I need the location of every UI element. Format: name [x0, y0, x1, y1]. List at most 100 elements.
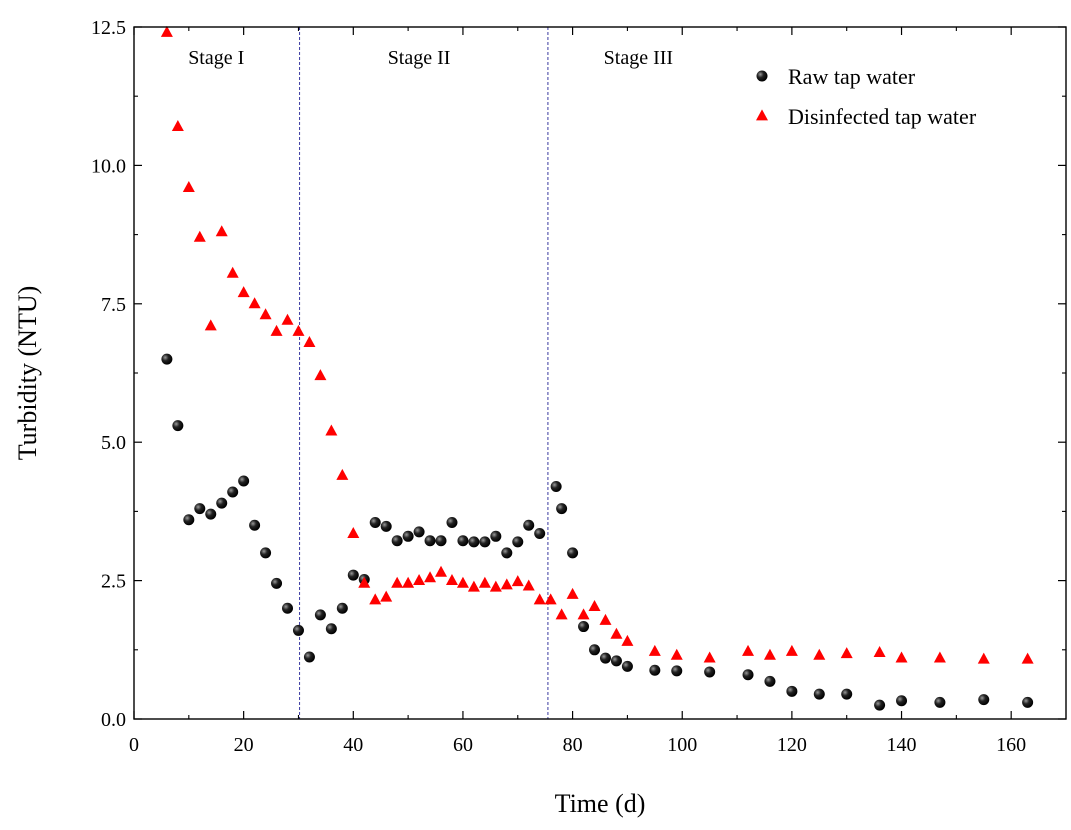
legend-label: Disinfected tap water: [788, 104, 977, 129]
raw-point: [292, 624, 304, 636]
raw-point: [238, 475, 250, 487]
disinfected-point: [895, 651, 908, 663]
raw-point: [314, 609, 326, 621]
raw-point: [303, 651, 315, 663]
raw-point: [413, 526, 425, 538]
legend-triangle-marker: [756, 109, 768, 121]
raw-point: [556, 503, 568, 515]
disinfected-point: [182, 180, 195, 192]
stage-labels: Stage I Stage II Stage III: [188, 47, 673, 69]
raw-point: [599, 652, 611, 664]
disinfected-point: [160, 25, 173, 37]
legend: Raw tap water Disinfected tap water: [756, 64, 977, 129]
raw-point: [446, 516, 458, 528]
x-tick-label: 140: [887, 734, 917, 756]
raw-point: [978, 694, 990, 706]
raw-point: [610, 655, 622, 667]
disinfected-point: [325, 424, 338, 436]
disinfected-point: [445, 574, 458, 585]
disinfected-point: [248, 297, 261, 309]
raw-point: [567, 547, 579, 559]
disinfected-point: [599, 613, 612, 625]
disinfected-point: [204, 319, 217, 331]
disinfected-point: [621, 634, 634, 646]
disinfected-point: [237, 286, 250, 298]
disinfected-point: [402, 576, 415, 588]
disinfected-point: [215, 225, 228, 237]
disinfected-point: [577, 608, 590, 620]
x-tick-label: 40: [343, 734, 363, 756]
disinfected-point: [435, 565, 448, 577]
x-tick-label: 60: [453, 734, 473, 756]
y-tick-label: 10.0: [91, 155, 126, 177]
legend-label: Raw tap water: [788, 64, 916, 89]
disinfected-point: [840, 647, 853, 659]
disinfected-point: [555, 608, 568, 620]
raw-point: [490, 530, 502, 542]
disinfected-point: [610, 627, 623, 639]
disinfected-point: [358, 576, 371, 588]
stage-label: Stage II: [388, 47, 451, 69]
raw-point: [402, 530, 414, 542]
disinfected-point: [763, 648, 776, 660]
raw-point: [534, 528, 546, 540]
x-tick-label: 80: [563, 734, 583, 756]
disinfected-point: [566, 587, 579, 599]
raw-point: [764, 675, 776, 687]
raw-point: [742, 669, 754, 681]
raw-point: [578, 621, 590, 633]
raw-point: [161, 353, 173, 365]
disinfected-point: [259, 308, 272, 320]
disinfected-point: [703, 651, 716, 663]
raw-point: [468, 536, 480, 548]
y-tick-label: 5.0: [101, 432, 126, 454]
disinfected-point: [533, 593, 546, 605]
raw-point: [216, 497, 228, 509]
raw-point: [479, 536, 491, 548]
y-tick-label: 0.0: [101, 709, 126, 731]
raw-point: [841, 688, 853, 700]
disinfected-point: [171, 120, 184, 132]
disinfected-point: [648, 644, 661, 656]
raw-point: [380, 520, 392, 532]
stage-label: Stage I: [188, 47, 244, 69]
disinfected-point: [369, 593, 382, 605]
x-tick-label: 100: [667, 734, 697, 756]
disinfected-point: [933, 651, 946, 663]
raw-point: [194, 503, 206, 515]
disinfected-point: [336, 468, 349, 480]
raw-point: [671, 665, 683, 677]
disinfected-point: [270, 324, 283, 336]
x-tick-label: 160: [996, 734, 1026, 756]
raw-point: [704, 666, 716, 678]
x-axis-title: Time (d): [555, 789, 646, 818]
raw-point: [260, 547, 272, 559]
raw-point: [523, 519, 535, 531]
disinfected-point: [193, 230, 206, 242]
raw-point: [457, 535, 469, 547]
disinfected-point: [588, 600, 601, 612]
raw-point: [550, 480, 562, 492]
axis-tick-labels: 0 20 40 60 80 100 120 140 160 0.0 2.5 5.0 7.5 10.0 12.…: [91, 17, 1026, 756]
raw-point: [347, 569, 359, 581]
disinfected-point: [500, 578, 513, 590]
raw-point: [649, 664, 661, 676]
raw-point: [325, 623, 337, 635]
disinfected-point: [489, 580, 502, 592]
raw-point: [813, 688, 825, 700]
raw-point: [786, 685, 798, 697]
raw-point: [282, 602, 294, 614]
disinfected-point: [977, 652, 990, 664]
x-tick-label: 0: [129, 734, 139, 756]
raw-point: [621, 660, 633, 672]
raw-point: [589, 644, 601, 656]
raw-point: [205, 508, 217, 520]
raw-point: [1022, 696, 1034, 708]
disinfected-point: [347, 526, 360, 538]
disinfected-point: [670, 648, 683, 660]
disinfected-point: [511, 575, 524, 587]
raw-point: [183, 514, 195, 526]
disinfected-point: [785, 644, 798, 656]
